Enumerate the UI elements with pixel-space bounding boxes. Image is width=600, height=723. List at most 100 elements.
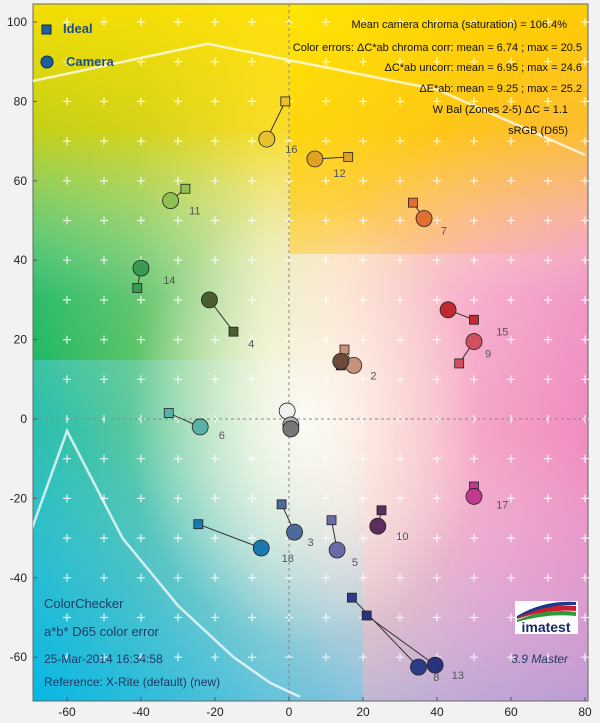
grid-plus	[100, 57, 108, 66]
grid-plus	[581, 534, 589, 543]
grid-plus	[137, 176, 145, 185]
y-tick-label: 80	[14, 94, 28, 108]
grid-plus	[581, 176, 589, 185]
grid-plus	[507, 335, 515, 344]
grid-plus	[507, 18, 515, 26]
axes: -60 -40 -20 0 20 40 60 80 -60 -40 -20 0 20 40 60 80 100	[7, 4, 592, 719]
camera-circle-7	[415, 210, 433, 227]
grid-plus	[581, 137, 589, 146]
grid-plus	[248, 18, 256, 26]
grid-plus	[433, 176, 441, 185]
ideal-square-7	[408, 197, 418, 208]
grid-plus	[63, 137, 71, 146]
grid-plus	[137, 653, 145, 662]
software-version: 3.9 Master	[511, 652, 569, 666]
grid-plus	[396, 295, 404, 304]
plot-frame	[32, 3, 589, 702]
logo-text: imatest	[521, 619, 570, 635]
grid-plus	[433, 18, 441, 26]
grid-plus	[470, 534, 478, 543]
legend-ideal-square	[41, 24, 52, 35]
x-tick-label: 20	[356, 705, 370, 719]
grid-plus	[581, 613, 589, 622]
x-tick-label: 80	[578, 705, 592, 719]
ideal-square-9	[454, 358, 465, 369]
grid-plus	[470, 573, 478, 582]
grid-plus	[470, 176, 478, 185]
grid-plus	[396, 256, 404, 265]
grid-plus	[544, 494, 552, 503]
grid-plus	[137, 18, 145, 26]
ideal-square-16	[280, 96, 291, 107]
imatest-logo: imatest	[515, 601, 578, 635]
grid-plus	[581, 375, 589, 384]
grid-plus	[100, 613, 108, 622]
grid-plus	[396, 653, 404, 662]
grid-plus	[322, 216, 330, 225]
legend: Ideal Camera	[40, 21, 114, 69]
camera-circle-19	[278, 402, 296, 420]
grid-plus	[433, 534, 441, 543]
grid-plus	[211, 97, 219, 106]
camera-circle-8	[410, 658, 427, 676]
grid-plus	[322, 573, 330, 582]
grid-plus	[322, 653, 330, 662]
x-tick-label: 40	[430, 705, 444, 719]
grid-plus	[322, 57, 330, 66]
gamut-boundary-upper	[33, 42, 586, 157]
x-tick-label: -60	[58, 705, 76, 719]
y-tick-label: -60	[10, 650, 28, 664]
grid-plus	[396, 573, 404, 582]
ideal-square-6	[163, 408, 174, 418]
stat-delta-e: ΔE*ab: mean = 9.25 ; max = 25.2	[419, 83, 582, 95]
patch-label-7: 7	[441, 225, 447, 237]
camera-circle-6	[191, 418, 209, 436]
grid-plus	[322, 295, 330, 304]
grid-plus	[433, 335, 441, 344]
y-tick-label: 0	[20, 412, 27, 426]
grid-plus	[470, 613, 478, 622]
grid-plus	[100, 176, 108, 185]
camera-circle-4	[201, 291, 218, 309]
grid-plus	[359, 335, 367, 344]
grid-plus	[174, 534, 182, 543]
camera-circle-12	[306, 150, 324, 168]
grid-plus	[322, 18, 330, 26]
grid-plus	[544, 653, 552, 662]
grid-plus	[322, 613, 330, 622]
ideal-square-2	[339, 344, 350, 355]
grid-plus	[248, 137, 256, 146]
grid-plus	[507, 653, 515, 662]
grid-plus	[100, 18, 108, 26]
patch-label-6: 6	[219, 430, 225, 442]
grid-plus	[248, 97, 256, 106]
grid-plus	[507, 613, 515, 622]
grid-plus	[248, 176, 256, 185]
grid-plus	[137, 216, 145, 225]
grid-plus	[63, 176, 71, 185]
grid-plus	[507, 375, 515, 384]
grid-plus	[359, 256, 367, 265]
ideal-square-10	[376, 505, 387, 516]
error-line-18	[198, 523, 262, 549]
grid-plus	[211, 653, 219, 662]
grid-plus	[100, 256, 108, 265]
ideal-square-18	[193, 519, 204, 530]
grid-plus	[433, 256, 441, 265]
grid-plus	[248, 573, 256, 582]
grid-plus	[507, 494, 515, 503]
grid-plus	[507, 454, 515, 463]
grid-plus	[433, 375, 441, 384]
grid-plus	[544, 18, 552, 26]
camera-circle-11	[162, 192, 180, 210]
error-line-13	[366, 615, 436, 666]
grid-plus	[174, 653, 182, 662]
grid-plus	[544, 375, 552, 384]
patch-label-3: 3	[308, 537, 314, 549]
grid-plus	[581, 57, 589, 66]
grid-plus	[248, 494, 256, 503]
grid-plus	[359, 653, 367, 662]
grid-plus	[544, 454, 552, 463]
grid-plus	[248, 335, 256, 344]
stat-color-space: sRGB (D65)	[508, 125, 568, 137]
